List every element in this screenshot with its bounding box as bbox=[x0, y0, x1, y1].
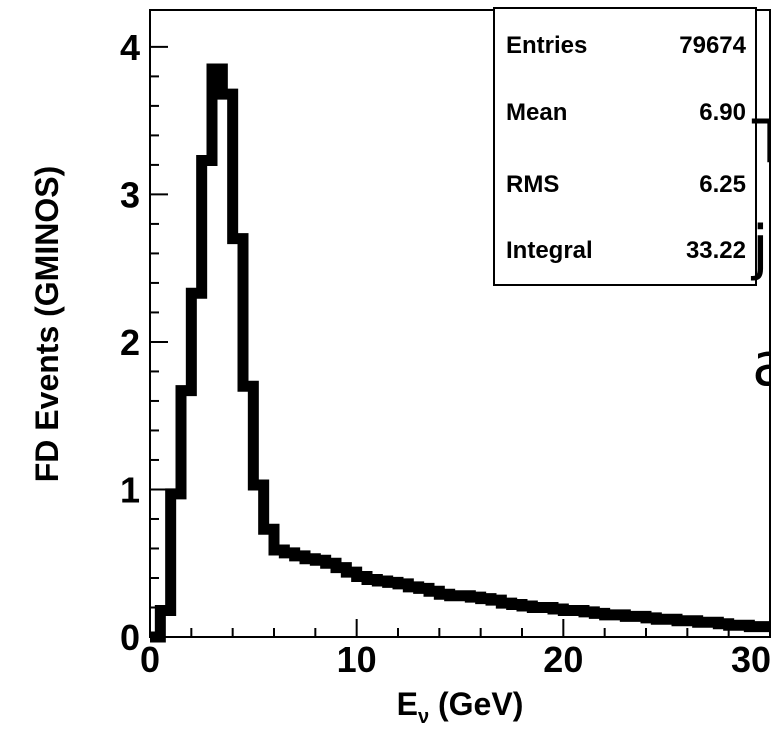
x-axis-title-main: E bbox=[397, 686, 418, 722]
overlay-text-a: a bbox=[752, 330, 771, 400]
overlay-text-t: T bbox=[751, 107, 771, 177]
stats-box: Entries 79674 Mean 6.90 RMS 6.25 Integral 33.22 bbox=[494, 8, 756, 285]
x-axis-title-unit: (GeV) bbox=[429, 686, 523, 722]
x-tick-label: 30 bbox=[731, 639, 771, 680]
stats-value: 6.25 bbox=[699, 171, 746, 198]
y-tick-label: 0 bbox=[120, 617, 140, 658]
y-tick-label: 3 bbox=[120, 174, 140, 215]
overlay-text-j: j bbox=[750, 213, 769, 283]
y-tick-label: 2 bbox=[120, 322, 140, 363]
stats-label: Integral bbox=[506, 237, 593, 264]
y-axis: 0 1 2 3 4 bbox=[120, 27, 168, 658]
stats-value: 79674 bbox=[679, 32, 746, 59]
stats-value: 6.90 bbox=[699, 99, 746, 126]
x-tick-label: 10 bbox=[337, 639, 377, 680]
stats-label: RMS bbox=[506, 171, 559, 198]
stats-label: Entries bbox=[506, 32, 587, 59]
y-axis-title: FD Events (GMINOS) bbox=[29, 166, 65, 482]
y-tick-label: 1 bbox=[120, 469, 140, 510]
x-axis: 0 10 20 30 bbox=[140, 619, 771, 680]
stats-value: 33.22 bbox=[686, 237, 746, 264]
x-axis-title-subscript: ν bbox=[418, 706, 429, 728]
stats-label: Mean bbox=[506, 99, 567, 126]
x-tick-label: 0 bbox=[140, 639, 160, 680]
x-tick-label: 20 bbox=[543, 639, 583, 680]
y-tick-label: 4 bbox=[120, 27, 140, 68]
x-axis-title: Eν (GeV) bbox=[397, 686, 524, 728]
